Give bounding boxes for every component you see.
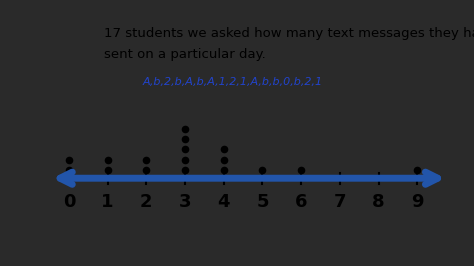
Text: 2: 2 bbox=[140, 193, 153, 211]
Text: 7: 7 bbox=[334, 193, 346, 211]
Text: 4: 4 bbox=[218, 193, 230, 211]
Text: 0: 0 bbox=[63, 193, 75, 211]
Text: 9: 9 bbox=[411, 193, 423, 211]
Text: 8: 8 bbox=[372, 193, 385, 211]
Text: A,b,2,b,A,b,A,1,2,1,A,b,b,0,b,2,1: A,b,2,b,A,b,A,1,2,1,A,b,b,0,b,2,1 bbox=[142, 77, 322, 87]
Text: sent on a particular day.: sent on a particular day. bbox=[104, 48, 266, 61]
Text: 6: 6 bbox=[295, 193, 307, 211]
Text: 5: 5 bbox=[256, 193, 269, 211]
Text: 17 students we asked how many text messages they had: 17 students we asked how many text messa… bbox=[104, 27, 474, 40]
Text: 1: 1 bbox=[101, 193, 114, 211]
Text: 3: 3 bbox=[179, 193, 191, 211]
